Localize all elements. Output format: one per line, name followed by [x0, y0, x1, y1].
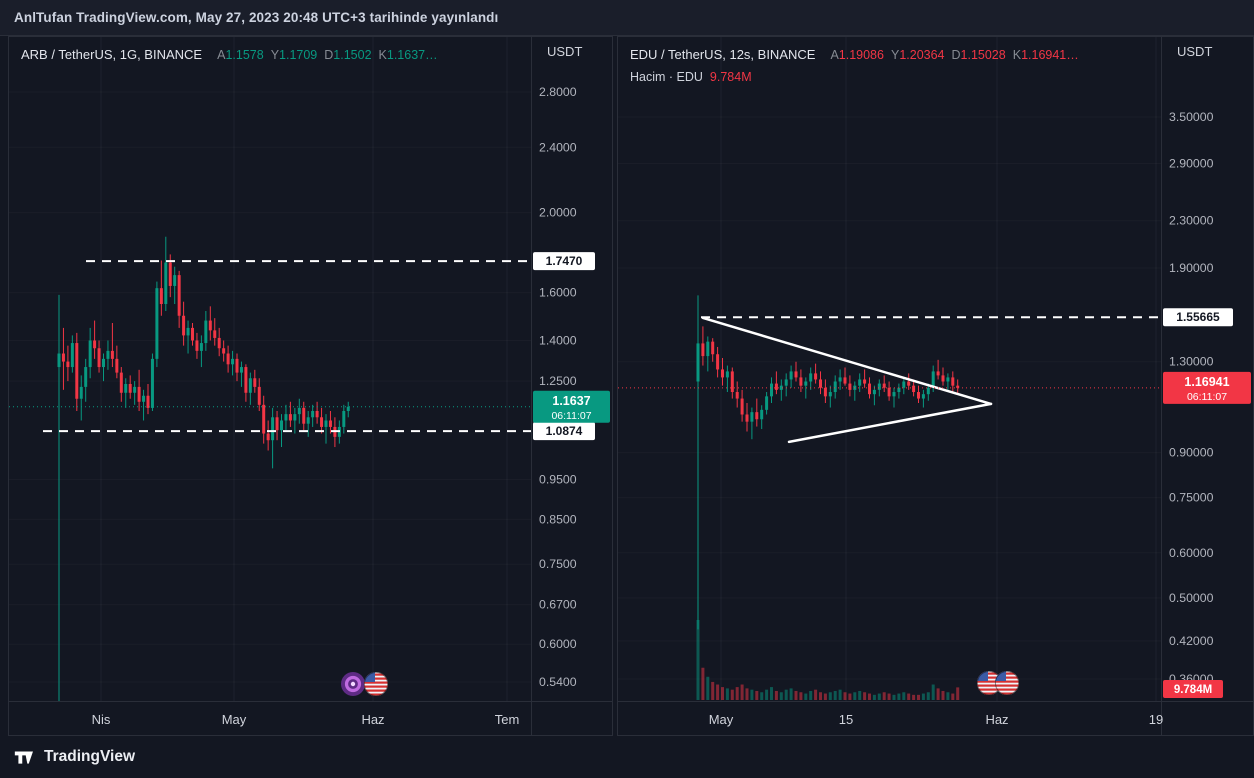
countdown: 06:11:07	[1187, 391, 1227, 403]
svg-text:USDT: USDT	[547, 44, 582, 59]
ohlc-key: Y	[890, 48, 900, 62]
svg-text:USDT: USDT	[1177, 44, 1212, 59]
ohlc-key: D	[951, 48, 961, 62]
svg-text:0.90000: 0.90000	[1169, 446, 1214, 460]
ohlc-value: 1.1637…	[386, 48, 438, 62]
svg-text:1.90000: 1.90000	[1169, 261, 1214, 275]
svg-text:1.55665: 1.55665	[1176, 310, 1220, 324]
svg-text:Tem: Tem	[495, 712, 520, 727]
level-price-tag: 1.0874	[533, 422, 595, 441]
svg-text:1.30000: 1.30000	[1169, 355, 1214, 369]
legend-edu: EDU / TetherUS, 12s, BINANCE A1.19086 Y1.2…	[630, 46, 1079, 86]
svg-text:9.784M: 9.784M	[1174, 684, 1212, 696]
ohlc-value: 1.1578	[225, 48, 264, 62]
ohlc-key: D	[324, 48, 334, 62]
svg-text:0.7500: 0.7500	[539, 557, 577, 571]
price-axis[interactable]: USDT 2.8000 2.4000 2.0000 1.6000 1.4000 1.2500…	[539, 44, 582, 689]
symbol-title[interactable]: EDU / TetherUS, 12s, BINANCE	[630, 47, 816, 62]
svg-text:0.50000: 0.50000	[1169, 591, 1214, 605]
ohlc-values: A1.1578 Y1.1709 D1.1502 K1.1637…	[210, 47, 438, 62]
publish-text: AnlTufan TradingView.com, May 27, 2023 2…	[14, 10, 499, 25]
time-axis[interactable]: Nis May Haz Tem	[92, 712, 520, 727]
svg-text:2.0000: 2.0000	[539, 206, 577, 220]
svg-text:May: May	[222, 712, 247, 727]
last-price-tag: 1.1637 06:11:07	[533, 390, 610, 423]
last-price-tag: 1.16941 06:11:07	[1163, 371, 1251, 404]
ohlc-key: K	[1012, 48, 1022, 62]
svg-text:2.30000: 2.30000	[1169, 214, 1214, 228]
countdown: 06:11:07	[551, 410, 591, 422]
svg-text:0.42000: 0.42000	[1169, 634, 1214, 648]
gridlines	[618, 37, 1161, 701]
arb-chart-canvas[interactable]: USDT 2.8000 2.4000 2.0000 1.6000 1.4000 1.2500…	[9, 37, 612, 735]
svg-text:2.90000: 2.90000	[1169, 156, 1214, 170]
svg-text:0.60000: 0.60000	[1169, 546, 1214, 560]
edu-chart-canvas[interactable]: USDT 3.50000 2.90000 2.30000 1.90000 1.30000 0…	[618, 37, 1253, 735]
volume-tag: 9.784M	[1163, 680, 1223, 698]
price-axis[interactable]: USDT 3.50000 2.90000 2.30000 1.90000 1.30000 0…	[1169, 44, 1214, 686]
svg-text:1.16941: 1.16941	[1184, 375, 1229, 389]
svg-text:19: 19	[1149, 712, 1163, 727]
ohlc-value: 1.16941…	[1021, 48, 1079, 62]
svg-text:3.50000: 3.50000	[1169, 110, 1214, 124]
level-price-tag: 1.55665	[1163, 308, 1233, 327]
volume-series	[696, 620, 960, 700]
ohlc-key: A	[217, 48, 226, 62]
volume-legend: Hacim · EDU 9.784M	[630, 68, 1079, 86]
ohlc-value: 1.15028	[960, 48, 1006, 62]
candlestick-series	[57, 236, 350, 701]
volume-legend-value: 9.784M	[709, 70, 752, 84]
charts-area: USDT 2.8000 2.4000 2.0000 1.6000 1.4000 1.2500…	[0, 36, 1254, 736]
svg-text:Haz: Haz	[361, 712, 384, 727]
footer-bar: TradingView	[0, 736, 1254, 777]
svg-text:1.4000: 1.4000	[539, 333, 577, 347]
svg-text:0.6000: 0.6000	[539, 637, 577, 651]
candlestick-series	[696, 295, 960, 630]
svg-text:2.8000: 2.8000	[539, 85, 577, 99]
svg-text:0.8500: 0.8500	[539, 512, 577, 526]
svg-text:0.6700: 0.6700	[539, 598, 577, 612]
svg-text:1.2500: 1.2500	[539, 374, 577, 388]
svg-text:1.1637: 1.1637	[552, 394, 590, 408]
symbol-title[interactable]: ARB / TetherUS, 1G, BINANCE	[21, 47, 203, 62]
ohlc-key: K	[378, 48, 387, 62]
publish-bar: AnlTufan TradingView.com, May 27, 2023 2…	[0, 0, 1254, 36]
chart-panel-arb[interactable]: USDT 2.8000 2.4000 2.0000 1.6000 1.4000 1.2500…	[8, 36, 613, 736]
svg-text:Haz: Haz	[985, 712, 1008, 727]
chart-panel-edu[interactable]: USDT 3.50000 2.90000 2.30000 1.90000 1.30000 0…	[617, 36, 1254, 736]
svg-text:1.0874: 1.0874	[546, 424, 583, 438]
horizontal-line-drawings[interactable]	[43, 260, 531, 433]
svg-text:0.9500: 0.9500	[539, 472, 577, 486]
us-flag-emoji-icon[interactable]	[363, 671, 389, 697]
time-axis[interactable]: May 15 Haz 19	[709, 712, 1164, 727]
purple-swirl-emoji-icon[interactable]	[341, 672, 365, 696]
svg-text:1.7470: 1.7470	[546, 254, 583, 268]
ohlc-value: 1.1709	[279, 48, 318, 62]
ohlc-values: A1.19086 Y1.20364 D1.15028 K1.16941…	[823, 47, 1078, 62]
svg-text:0.5400: 0.5400	[539, 675, 577, 689]
us-flag-emoji-icon[interactable]	[994, 670, 1020, 696]
volume-legend-label: Hacim · EDU	[630, 70, 703, 84]
ohlc-key: Y	[270, 48, 280, 62]
ohlc-value: 1.20364	[899, 48, 945, 62]
ohlc-value: 1.1502	[333, 48, 372, 62]
footer-brand[interactable]: TradingView	[44, 747, 136, 765]
gridlines	[9, 37, 531, 701]
ohlc-key: A	[830, 48, 839, 62]
level-price-tag: 1.7470	[533, 252, 595, 271]
svg-text:May: May	[709, 712, 734, 727]
svg-text:Nis: Nis	[92, 712, 111, 727]
svg-text:1.6000: 1.6000	[539, 286, 577, 300]
legend-arb: ARB / TetherUS, 1G, BINANCE A1.1578 Y1.170…	[21, 46, 438, 64]
tradingview-logo-icon[interactable]	[13, 746, 35, 768]
ohlc-value: 1.19086	[838, 48, 884, 62]
svg-text:0.75000: 0.75000	[1169, 491, 1214, 505]
triangle-drawing[interactable]	[701, 316, 993, 444]
svg-text:15: 15	[839, 712, 853, 727]
svg-text:2.4000: 2.4000	[539, 140, 577, 154]
